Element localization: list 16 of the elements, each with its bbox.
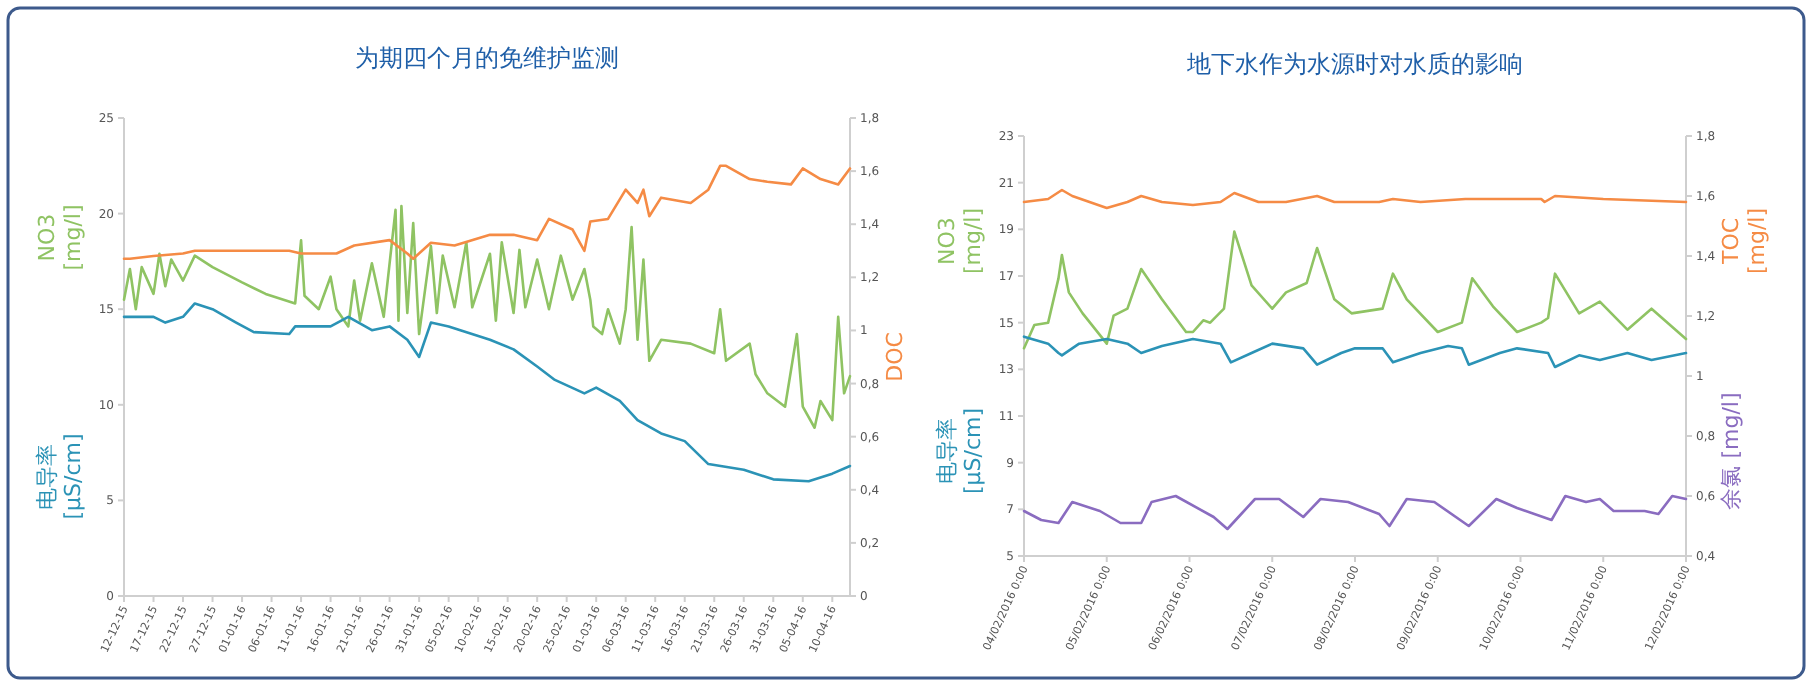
chart-title: 地下水作为水源时对水质的影响 [1185, 50, 1523, 78]
text: NO3 [mg/l] [934, 207, 986, 275]
text: DOC [882, 331, 908, 382]
text: 电导率 [µS/cm] [934, 407, 986, 495]
line-series [1022, 230, 1688, 350]
line-series [1022, 335, 1688, 369]
line-series [122, 302, 852, 483]
line-series [1022, 494, 1688, 531]
text: 余氯 [mg/l] [1718, 392, 1744, 510]
line-series [122, 204, 852, 430]
text: TOC [mg/l] [1718, 207, 1770, 275]
line-series [122, 164, 852, 261]
text: NO3 [mg/l] [34, 204, 86, 271]
line-series [1022, 188, 1688, 210]
chart-title: 为期四个月的免维护监测 [355, 44, 619, 72]
text: 电导率 [µS/cm] [34, 433, 86, 520]
